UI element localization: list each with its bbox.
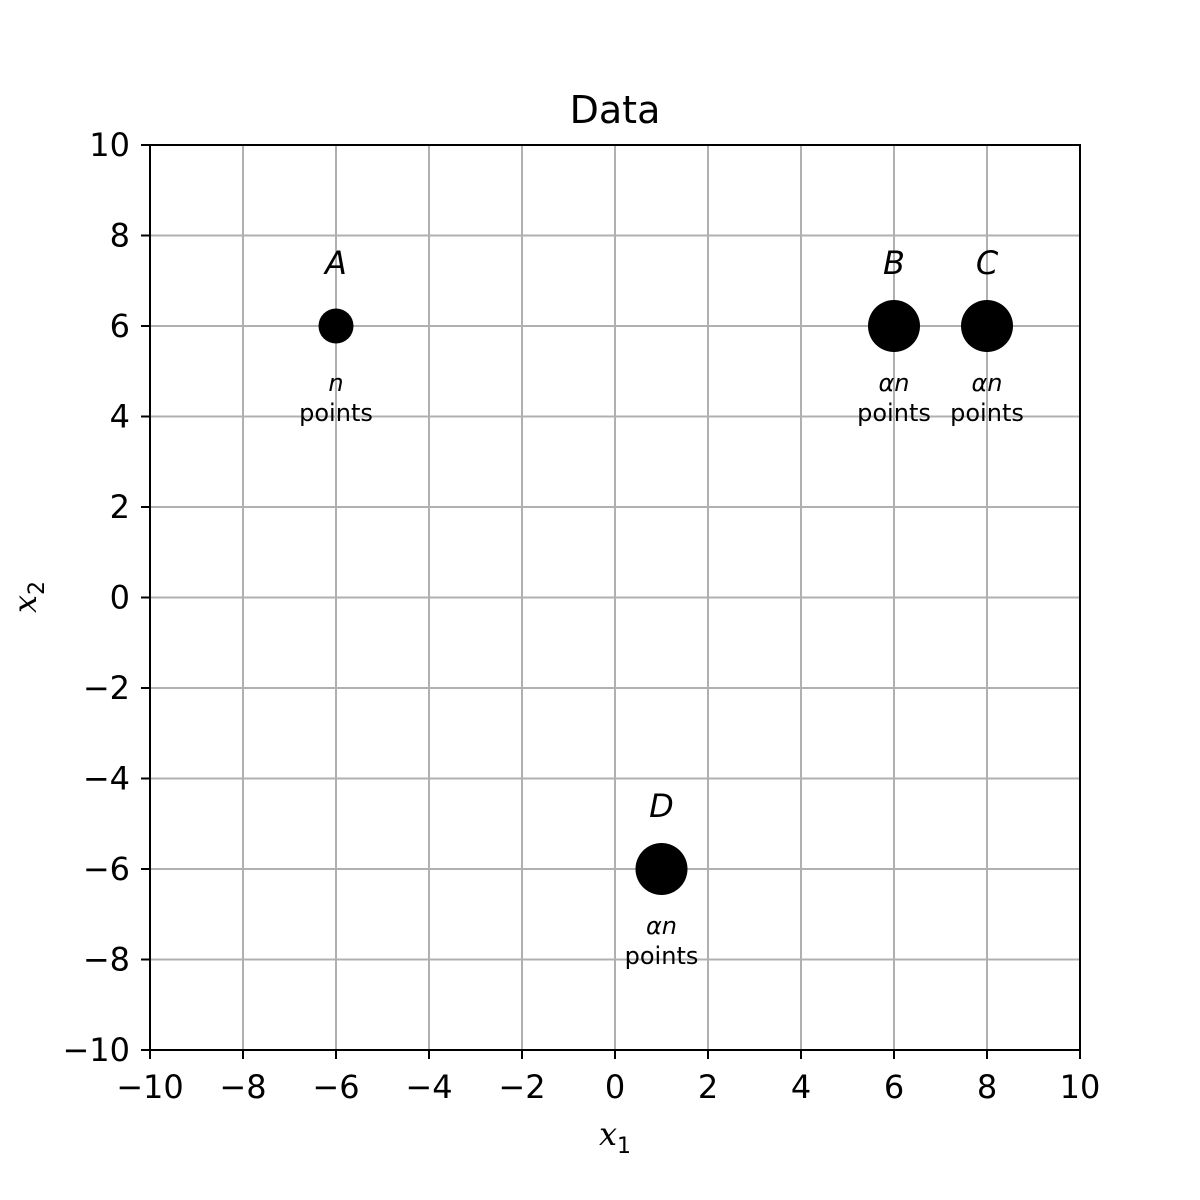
x-tick-label: −2	[498, 1068, 545, 1106]
y-axis-label: x2	[6, 581, 50, 613]
x-tick-label: 0	[605, 1068, 625, 1106]
y-tick-label: −6	[83, 850, 130, 888]
point-count-label: n	[328, 369, 343, 397]
point-unit-label: points	[950, 399, 1024, 427]
x-tick-label: −8	[219, 1068, 266, 1106]
x-tick-label: 2	[698, 1068, 718, 1106]
x-tick-label: −6	[312, 1068, 359, 1106]
point-label: C	[976, 244, 999, 282]
point-label: B	[883, 244, 905, 282]
y-tick-label: −10	[62, 1031, 130, 1069]
x-tick-label: −4	[405, 1068, 452, 1106]
chart-title: Data	[570, 88, 661, 132]
y-tick-label: −4	[83, 760, 130, 798]
point-count-label: αn	[646, 912, 677, 940]
point-unit-label: points	[857, 399, 931, 427]
y-tick-label: −8	[83, 941, 130, 979]
data-point-a	[318, 308, 354, 344]
x-tick-label: 6	[884, 1068, 904, 1106]
y-tick-label: 8	[110, 217, 130, 255]
x-tick-label: 4	[791, 1068, 811, 1106]
point-count-label: αn	[971, 369, 1002, 397]
y-tick-label: 0	[110, 579, 130, 617]
y-tick-label: 6	[110, 307, 130, 345]
point-count-label: αn	[878, 369, 909, 397]
point-label: D	[649, 787, 674, 825]
x-axis-label: x1	[599, 1115, 631, 1159]
point-label: A	[323, 244, 347, 282]
y-tick-label: −2	[83, 669, 130, 707]
data-point-d	[635, 843, 688, 895]
y-tick-label: 10	[89, 126, 130, 164]
x-tick-label: 8	[977, 1068, 997, 1106]
point-unit-label: points	[299, 399, 373, 427]
point-unit-label: points	[625, 942, 699, 970]
data-point-b	[868, 300, 920, 352]
x-tick-label: −10	[116, 1068, 184, 1106]
y-tick-label: 4	[110, 398, 130, 436]
axis-ticks: −10 −8 −6 −4 −2 0 2 4 6 8 10 −10 −8 −6 −4 −2 0 2 4 6 8 10	[62, 126, 1100, 1106]
grid-lines	[149, 144, 1081, 1051]
x-tick-label: 10	[1060, 1068, 1101, 1106]
y-tick-label: 2	[110, 488, 130, 526]
data-point-c	[961, 300, 1013, 352]
